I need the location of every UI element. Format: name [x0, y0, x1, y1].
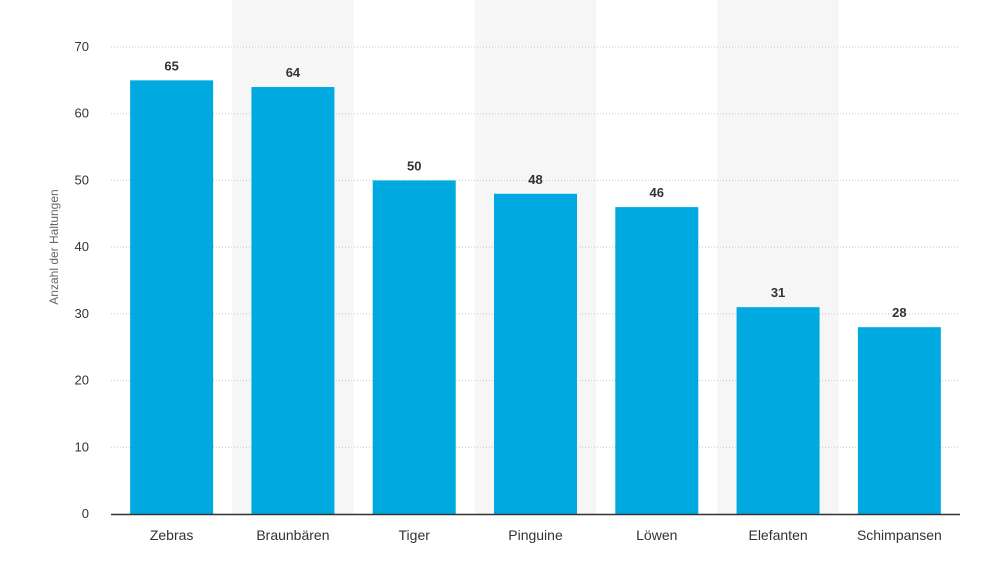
x-axis-labels: Zebras Braunbären Tiger Pinguine Löwen Elefan…: [150, 527, 942, 543]
y-tick-label: 40: [75, 239, 89, 254]
x-category-label: Elefanten: [748, 527, 807, 543]
y-tick-label: 10: [75, 439, 89, 454]
y-axis-ticks: 0 10 20 30 40 50 60 70: [75, 39, 89, 521]
bars: [130, 80, 941, 515]
x-category-label: Schimpansen: [857, 527, 942, 543]
y-tick-label: 70: [75, 39, 89, 54]
value-labels: 65 64 50 48 46 31 28: [164, 58, 906, 320]
y-tick-label: 60: [75, 106, 89, 121]
y-tick-label: 0: [82, 506, 89, 521]
data-label: 31: [771, 285, 785, 300]
data-label: 64: [286, 65, 301, 80]
bar: [615, 207, 699, 514]
data-label: 46: [650, 185, 664, 200]
x-category-label: Braunbären: [256, 527, 329, 543]
y-tick-label: 30: [75, 306, 89, 321]
bar: [857, 327, 941, 514]
x-category-label: Löwen: [636, 527, 677, 543]
bar: [372, 180, 456, 514]
bar: [494, 193, 577, 514]
data-label: 48: [528, 172, 542, 187]
x-category-label: Pinguine: [508, 527, 563, 543]
y-tick-label: 50: [75, 172, 89, 187]
y-axis-title: Anzahl der Haltungen: [47, 189, 61, 304]
x-category-label: Zebras: [150, 527, 194, 543]
y-tick-label: 20: [75, 373, 89, 388]
bar: [130, 80, 214, 514]
x-category-label: Tiger: [399, 527, 431, 543]
bar: [736, 307, 820, 514]
data-label: 50: [407, 158, 421, 173]
bar: [251, 87, 335, 515]
data-label: 65: [164, 58, 178, 73]
data-label: 28: [892, 305, 906, 320]
